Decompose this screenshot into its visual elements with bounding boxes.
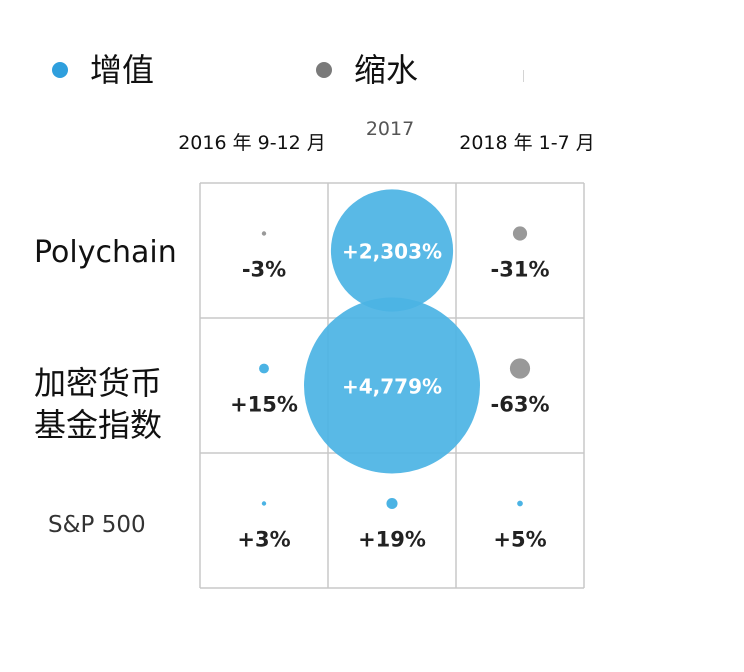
value-label-r0-c2: -31%	[491, 258, 550, 282]
legend-gain: 增值	[52, 50, 154, 90]
value-label-r0-c1: +2,303%	[342, 240, 442, 264]
row-label-sp500: S&P 500	[48, 512, 146, 538]
bubble-r1-c0	[259, 363, 269, 374]
legend-loss-label: 缩水	[354, 51, 419, 89]
value-label-r2-c0: +3%	[237, 528, 290, 552]
bubbles	[259, 189, 531, 510]
value-label-r1-c0: +15%	[230, 393, 298, 417]
value-label-r2-c1: +19%	[358, 528, 426, 552]
value-label-r2-c2: +5%	[493, 528, 546, 552]
value-label-r1-c1: +4,779%	[342, 375, 442, 399]
row-label-crypto-index: 加密货币 基金指数	[34, 362, 162, 446]
legend-loss: 缩水	[316, 50, 418, 90]
legend-divider	[523, 70, 524, 82]
row-label-polychain: Polychain	[34, 235, 177, 270]
value-label-r0-c0: -3%	[242, 258, 286, 282]
column-header-2016: 2016 年 9-12 月	[178, 132, 326, 154]
value-label-r1-c2: -63%	[491, 393, 550, 417]
row-label-crypto-index-line-0: 加密货币	[34, 364, 163, 402]
bubble-r2-c1	[386, 497, 398, 510]
column-header-2017: 2017	[365, 118, 415, 140]
row-label-crypto-index-line-1: 基金指数	[34, 406, 163, 444]
legend-loss-dot	[316, 62, 332, 78]
bubble-r2-c2	[517, 500, 523, 507]
value-labels: -3% +2,303% -31% +15% +4,779% -63% +3% +19% +5%	[230, 240, 549, 552]
legend-gain-dot	[52, 62, 68, 78]
bubble-r1-c2	[509, 358, 531, 379]
bubble-r0-c0	[261, 231, 267, 236]
column-header-2018: 2018 年 1-7 月	[459, 132, 595, 154]
bubble-r0-c2	[512, 226, 528, 241]
legend-gain-label: 增值	[90, 51, 155, 89]
bubble-r2-c0	[261, 501, 267, 506]
bubble-r1-c1	[304, 297, 480, 474]
bubble-r0-c1	[330, 189, 454, 312]
